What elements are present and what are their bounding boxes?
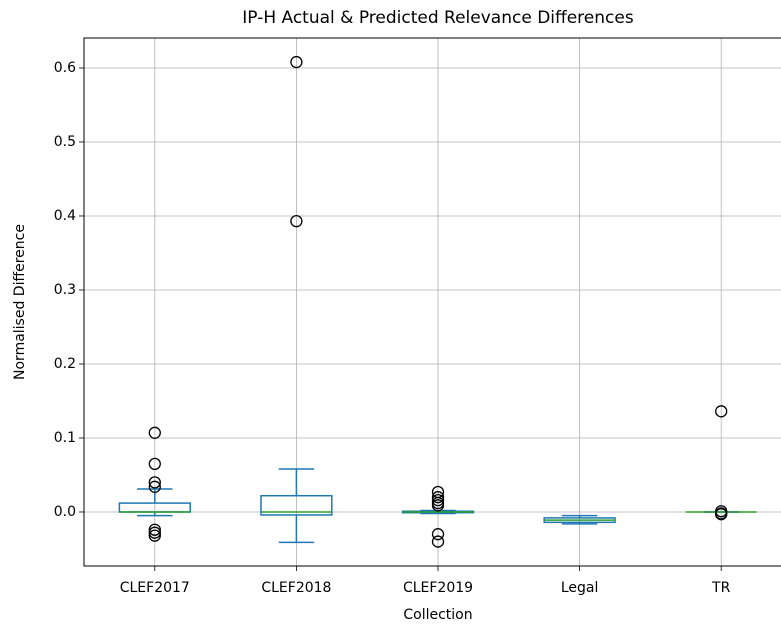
y-tick-label: 0.6 xyxy=(54,60,76,76)
flier xyxy=(148,426,161,439)
y-tick-label: 0.4 xyxy=(54,208,76,224)
y-tick-label: 0.0 xyxy=(54,504,76,520)
flier xyxy=(148,457,161,471)
x-axis-label: Collection xyxy=(403,607,472,623)
y-axis-label: Normalised Difference xyxy=(12,224,28,380)
flier xyxy=(290,215,303,228)
box xyxy=(260,494,333,516)
flier xyxy=(431,491,445,504)
x-tick-label: CLEF2017 xyxy=(120,580,190,596)
flier xyxy=(715,508,728,521)
flier xyxy=(290,55,303,69)
flier xyxy=(148,476,161,489)
x-tick-label: CLEF2019 xyxy=(403,580,473,596)
x-tick-label: CLEF2018 xyxy=(261,580,331,596)
chart-title: IP-H Actual & Predicted Relevance Differ… xyxy=(242,8,634,28)
plot-frame xyxy=(83,37,781,567)
flier xyxy=(431,493,445,507)
y-tick-label: 0.1 xyxy=(54,430,76,446)
flier xyxy=(148,529,161,542)
flier xyxy=(148,526,161,539)
x-tick-label: TR xyxy=(711,580,731,596)
flier xyxy=(715,405,728,418)
x-tick-label: Legal xyxy=(561,580,599,596)
flier xyxy=(431,499,445,512)
flier xyxy=(431,528,445,541)
y-tick-label: 0.2 xyxy=(54,356,76,372)
y-tick-label: 0.3 xyxy=(54,282,76,298)
flier xyxy=(148,480,161,493)
flier xyxy=(431,535,445,548)
flier xyxy=(148,523,161,536)
y-tick-label: 0.5 xyxy=(54,134,76,150)
